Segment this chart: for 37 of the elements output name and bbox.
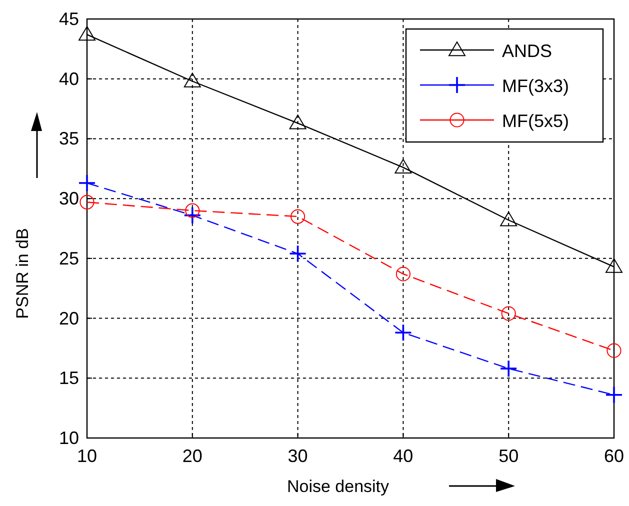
y-tick-label: 15 bbox=[58, 368, 79, 388]
y-tick-label: 45 bbox=[58, 9, 79, 29]
point bbox=[605, 386, 623, 404]
point bbox=[290, 209, 306, 224]
point bbox=[606, 258, 622, 273]
y-tick-label: 40 bbox=[58, 68, 79, 89]
y-tick-label: 35 bbox=[58, 128, 79, 149]
x-axis-title: Noise density bbox=[286, 477, 390, 496]
legend-label: MF(5x5) bbox=[502, 111, 569, 131]
x-tick-label: 20 bbox=[182, 446, 202, 466]
point bbox=[289, 114, 306, 130]
point bbox=[500, 360, 518, 378]
point bbox=[396, 266, 410, 282]
y-axis-title: PSNR in dB bbox=[13, 228, 32, 319]
x-tick-label: 50 bbox=[498, 446, 519, 466]
point bbox=[394, 158, 412, 174]
legend-label: ANDS bbox=[502, 41, 552, 61]
legend-label: MF(3x3) bbox=[502, 76, 569, 96]
x-tick-label: 10 bbox=[76, 446, 98, 466]
point bbox=[184, 206, 202, 224]
y-tick-label: 30 bbox=[58, 188, 79, 209]
y-tick-label: 10 bbox=[58, 428, 79, 448]
x-tick-label: 30 bbox=[288, 446, 308, 466]
point bbox=[78, 26, 96, 41]
point bbox=[394, 324, 412, 342]
point bbox=[80, 194, 94, 210]
y-tick-label: 20 bbox=[58, 308, 79, 328]
x-tick-label: 60 bbox=[604, 446, 624, 466]
x-tick-label: 40 bbox=[393, 446, 414, 466]
point bbox=[185, 203, 200, 218]
y-tick-label: 25 bbox=[58, 248, 79, 268]
point bbox=[606, 343, 622, 358]
point bbox=[500, 212, 518, 226]
point bbox=[288, 244, 307, 263]
point bbox=[501, 306, 516, 321]
point bbox=[184, 72, 201, 88]
point bbox=[78, 174, 96, 192]
